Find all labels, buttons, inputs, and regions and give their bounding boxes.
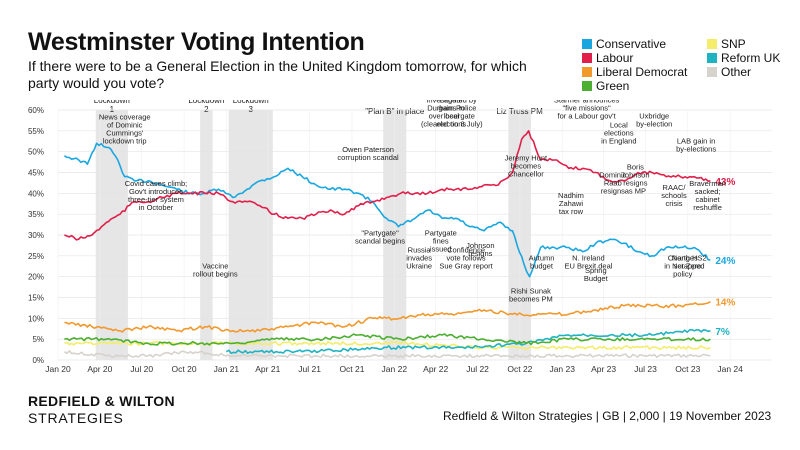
legend-item-libdem: Liberal Democrat bbox=[582, 65, 687, 79]
end-value-label: 7% bbox=[715, 327, 730, 338]
annotation: Dominic Raab resigns bbox=[599, 170, 626, 195]
legend-item-labour: Labour bbox=[582, 51, 633, 65]
annotation: Vaccine rollout begins bbox=[193, 262, 238, 279]
annotation: Covid cases climb; Gov't introduces three-… bbox=[125, 179, 188, 212]
y-tick-label: 40% bbox=[28, 189, 44, 198]
x-tick-label: Oct 21 bbox=[339, 364, 364, 374]
legend-swatch bbox=[582, 81, 592, 91]
annotation: Braverman sacked; cabinet reshuffle bbox=[689, 179, 726, 212]
y-tick-label: 10% bbox=[28, 314, 44, 323]
annotation: Changes in Net Zero policy bbox=[664, 254, 701, 279]
x-tick-label: Jul 20 bbox=[130, 364, 153, 374]
series-line bbox=[64, 333, 711, 346]
period-label: "Plan B" in place bbox=[365, 107, 425, 116]
annotation: News coverage of Dominic Cummings' lockdown… bbox=[99, 112, 151, 145]
series-line bbox=[63, 350, 711, 359]
x-tick-label: Apr 20 bbox=[87, 364, 112, 374]
legend-swatch bbox=[707, 39, 717, 49]
y-tick-label: 60% bbox=[28, 106, 44, 115]
end-value-label: 24% bbox=[715, 256, 735, 267]
period-label: Lockdown 3 bbox=[233, 100, 269, 114]
series-line bbox=[64, 300, 711, 333]
annotation: Owen Paterson corruption scandal bbox=[337, 145, 399, 162]
annotation: Spring Budget bbox=[584, 266, 609, 283]
annotation: Rishi Sunak becomes PM bbox=[509, 287, 553, 304]
annotation: LAB gain in by-elections bbox=[676, 137, 716, 154]
annotation: Starmer announces"five missions"for a La… bbox=[554, 100, 620, 120]
period-label: Lockdown 2 bbox=[188, 100, 224, 114]
annotation: "Partygate" scandal begins bbox=[355, 228, 405, 245]
y-tick-label: 45% bbox=[28, 169, 44, 178]
x-tick-label: Oct 22 bbox=[507, 364, 532, 374]
legend-label: Labour bbox=[596, 51, 634, 65]
annotation: Autumn budget bbox=[529, 253, 555, 270]
legend-item-reform: Reform UK bbox=[707, 51, 780, 65]
x-tick-label: Jan 22 bbox=[382, 364, 408, 374]
y-tick-label: 0% bbox=[32, 356, 44, 365]
annotation: RAAC/schools crisis bbox=[661, 183, 687, 208]
annotation: Boris Johnson resigns as MP bbox=[621, 162, 649, 195]
y-tick-label: 5% bbox=[32, 335, 44, 344]
x-tick-label: Oct 20 bbox=[172, 364, 197, 374]
legend-item-green: Green bbox=[582, 79, 629, 93]
period-label: Lockdown 1 bbox=[94, 100, 130, 114]
y-tick-label: 20% bbox=[28, 273, 44, 282]
legend-swatch bbox=[707, 67, 717, 77]
x-tick-label: Apr 21 bbox=[255, 364, 280, 374]
y-tick-label: 35% bbox=[28, 210, 44, 219]
end-value-label: 43% bbox=[715, 177, 735, 188]
annotation: Russia invades Ukraine bbox=[406, 245, 432, 270]
series-line bbox=[63, 142, 711, 278]
legend-swatch bbox=[582, 39, 592, 49]
legend-item-other: Other bbox=[707, 65, 751, 79]
annotation: North HS2 scrapped bbox=[672, 253, 707, 270]
legend-label: Conservative bbox=[596, 37, 667, 51]
legend-label: Liberal Democrat bbox=[596, 65, 688, 79]
legend-item-conservative: Conservative bbox=[582, 37, 666, 51]
x-tick-label: Jul 21 bbox=[298, 364, 321, 374]
annotation: Confidence vote follows Sue Gray report bbox=[439, 245, 493, 270]
annotation: Partygate fines issued bbox=[425, 229, 457, 254]
series-line bbox=[64, 340, 711, 350]
x-tick-label: Jul 22 bbox=[466, 364, 489, 374]
line-chart: Lockdown 1 Lockdown 2 Lockdown 3 "Plan B" in p… bbox=[28, 100, 772, 374]
chart-subtitle: If there were to be a General Election i… bbox=[28, 58, 527, 91]
legend-swatch bbox=[582, 53, 592, 63]
annotation: Labour gains in local elections bbox=[437, 100, 467, 129]
annotation: N. Ireland EU Brexit deal bbox=[564, 253, 612, 270]
end-value-label: 14% bbox=[715, 298, 735, 309]
legend-label: Green bbox=[596, 79, 630, 93]
y-tick-label: 30% bbox=[28, 231, 44, 240]
x-tick-label: Jan 20 bbox=[45, 364, 71, 374]
legend-label: SNP bbox=[721, 37, 746, 51]
x-tick-label: Jan 24 bbox=[717, 364, 743, 374]
legend-swatch bbox=[582, 67, 592, 77]
legend-label: Other bbox=[721, 65, 752, 79]
source-note: Redfield & Wilton Strategies | GB | 2,00… bbox=[443, 409, 772, 423]
series-line bbox=[225, 328, 711, 354]
x-tick-label: Apr 23 bbox=[591, 364, 616, 374]
annotation: Local elections in England bbox=[601, 120, 636, 145]
annotation: Johnson resigns bbox=[466, 241, 494, 258]
annotation: Uxbridge by-election bbox=[636, 112, 672, 129]
legend-swatch bbox=[707, 53, 717, 63]
y-tick-label: 25% bbox=[28, 252, 44, 261]
legend-item-snp: SNP bbox=[707, 37, 746, 51]
legend-label: Reform UK bbox=[721, 51, 781, 65]
annotation: Jeremy Hunt becomes Chancellor bbox=[505, 154, 548, 179]
y-tick-label: 50% bbox=[28, 148, 44, 157]
x-tick-label: Apr 22 bbox=[423, 364, 448, 374]
chart-title: Westminster Voting Intention bbox=[28, 28, 365, 56]
x-tick-label: Jan 23 bbox=[549, 364, 575, 374]
annotation: Nadhim Zahawi tax row bbox=[558, 191, 584, 216]
brand-name: REDFIELD & WILTON bbox=[28, 393, 175, 409]
x-tick-label: Oct 23 bbox=[675, 364, 700, 374]
brand-subname: STRATEGIES bbox=[28, 410, 124, 426]
y-tick-label: 15% bbox=[28, 294, 44, 303]
x-tick-label: Jan 21 bbox=[214, 364, 240, 374]
series-line bbox=[64, 130, 711, 241]
y-tick-label: 55% bbox=[28, 127, 44, 136]
x-tick-label: Jul 23 bbox=[634, 364, 657, 374]
